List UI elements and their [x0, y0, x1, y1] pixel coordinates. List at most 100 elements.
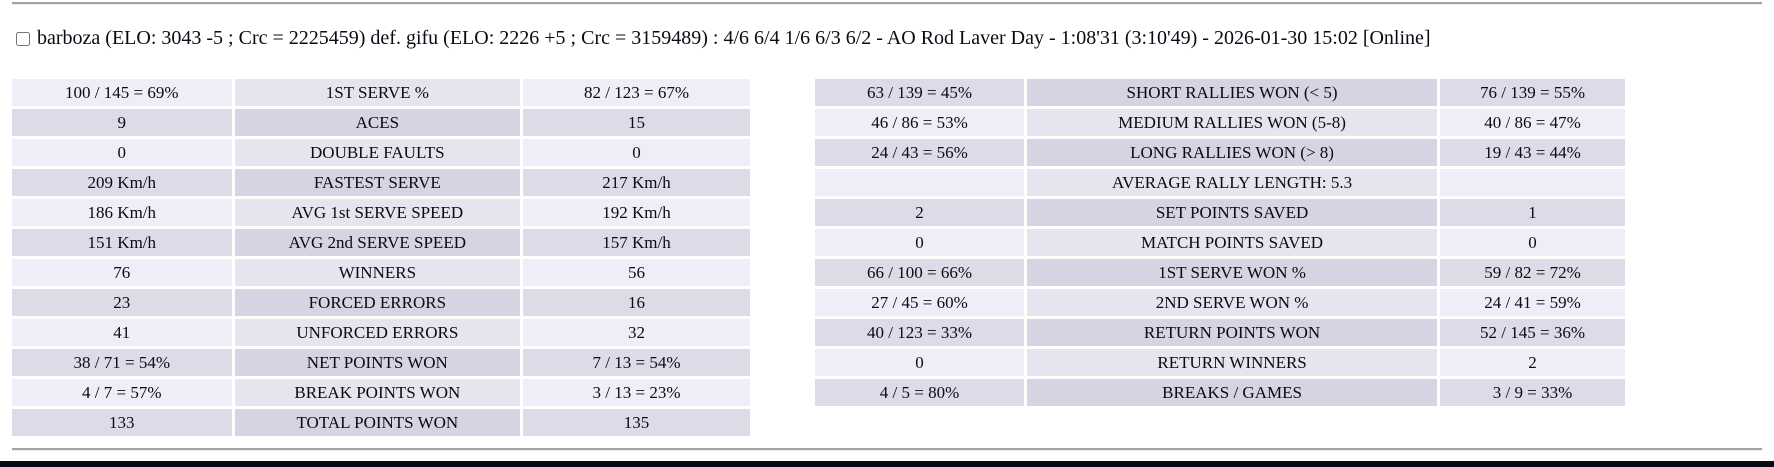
stat-row: AVERAGE RALLY LENGTH: 5.3 [815, 169, 1625, 196]
stat-row: 63 / 139 = 45% SHORT RALLIES WON (< 5) 76 … [815, 79, 1625, 106]
player2-value: 59 / 82 = 72% [1440, 259, 1625, 286]
player2-value: 157 Km/h [523, 229, 750, 256]
player1-value: 151 Km/h [12, 229, 232, 256]
stat-row: 4 / 7 = 57% BREAK POINTS WON 3 / 13 = 23% [12, 379, 750, 406]
stat-row: 23 FORCED ERRORS 16 [12, 289, 750, 316]
stat-label: WINNERS [234, 259, 521, 286]
stat-label: MATCH POINTS SAVED [1027, 229, 1438, 256]
stat-label: SET POINTS SAVED [1027, 199, 1438, 226]
player2-value: 40 / 86 = 47% [1440, 109, 1625, 136]
player2-value: 7 / 13 = 54% [523, 349, 750, 376]
bottom-divider [12, 448, 1762, 451]
stat-label: AVG 2nd SERVE SPEED [234, 229, 521, 256]
player2-value: 15 [523, 109, 750, 136]
player1-value: 133 [12, 409, 232, 436]
player2-value: 0 [1440, 229, 1625, 256]
stat-label: BREAK POINTS WON [234, 379, 521, 406]
stat-label: TOTAL POINTS WON [234, 409, 521, 436]
stat-row: 38 / 71 = 54% NET POINTS WON 7 / 13 = 54% [12, 349, 750, 376]
player2-value: 192 Km/h [523, 199, 750, 226]
player1-value: 9 [12, 109, 232, 136]
stat-label: FORCED ERRORS [234, 289, 521, 316]
stat-row: 40 / 123 = 33% RETURN POINTS WON 52 / 145 … [815, 319, 1625, 346]
stat-row: 66 / 100 = 66% 1ST SERVE WON % 59 / 82 = 7… [815, 259, 1625, 286]
player1-value [815, 169, 1025, 196]
stat-label: ACES [234, 109, 521, 136]
stat-label: AVERAGE RALLY LENGTH: 5.3 [1027, 169, 1438, 196]
player1-value: 4 / 7 = 57% [12, 379, 232, 406]
player1-value: 186 Km/h [12, 199, 232, 226]
player1-value: 23 [12, 289, 232, 316]
stat-label: LONG RALLIES WON (> 8) [1027, 139, 1438, 166]
player1-value: 4 / 5 = 80% [815, 379, 1025, 406]
player1-value: 2 [815, 199, 1025, 226]
player2-value: 3 / 13 = 23% [523, 379, 750, 406]
bottom-bar [0, 461, 1774, 467]
stat-row: 24 / 43 = 56% LONG RALLIES WON (> 8) 19 / … [815, 139, 1625, 166]
stat-label: 1ST SERVE % [234, 79, 521, 106]
stat-row: 209 Km/h FASTEST SERVE 217 Km/h [12, 169, 750, 196]
match-header-row: barboza (ELO: 3043 -5 ; Crc = 2225459) d… [16, 27, 1431, 50]
player1-value: 66 / 100 = 66% [815, 259, 1025, 286]
stat-row: 2 SET POINTS SAVED 1 [815, 199, 1625, 226]
stat-row: 27 / 45 = 60% 2ND SERVE WON % 24 / 41 = 59… [815, 289, 1625, 316]
stat-label: MEDIUM RALLIES WON (5-8) [1027, 109, 1438, 136]
player1-value: 46 / 86 = 53% [815, 109, 1025, 136]
player2-value: 2 [1440, 349, 1625, 376]
stat-label: AVG 1st SERVE SPEED [234, 199, 521, 226]
stat-row: 186 Km/h AVG 1st SERVE SPEED 192 Km/h [12, 199, 750, 226]
player2-value: 56 [523, 259, 750, 286]
player1-value: 0 [12, 139, 232, 166]
stat-label: FASTEST SERVE [234, 169, 521, 196]
player1-value: 40 / 123 = 33% [815, 319, 1025, 346]
player1-value: 0 [815, 229, 1025, 256]
stat-row: 133 TOTAL POINTS WON 135 [12, 409, 750, 436]
player2-value: 0 [523, 139, 750, 166]
player2-value: 82 / 123 = 67% [523, 79, 750, 106]
player2-value: 24 / 41 = 59% [1440, 289, 1625, 316]
player1-value: 41 [12, 319, 232, 346]
stat-row: 0 DOUBLE FAULTS 0 [12, 139, 750, 166]
player1-value: 38 / 71 = 54% [12, 349, 232, 376]
stat-label: RETURN POINTS WON [1027, 319, 1438, 346]
stat-label: UNFORCED ERRORS [234, 319, 521, 346]
stat-row: 4 / 5 = 80% BREAKS / GAMES 3 / 9 = 33% [815, 379, 1625, 406]
player1-value: 209 Km/h [12, 169, 232, 196]
player1-value: 24 / 43 = 56% [815, 139, 1025, 166]
player1-value: 0 [815, 349, 1025, 376]
stat-row: 76 WINNERS 56 [12, 259, 750, 286]
player2-value [1440, 169, 1625, 196]
player1-value: 100 / 145 = 69% [12, 79, 232, 106]
stat-label: BREAKS / GAMES [1027, 379, 1438, 406]
player1-value: 76 [12, 259, 232, 286]
stat-row: 0 MATCH POINTS SAVED 0 [815, 229, 1625, 256]
stat-label: SHORT RALLIES WON (< 5) [1027, 79, 1438, 106]
player2-value: 16 [523, 289, 750, 316]
stat-label: RETURN WINNERS [1027, 349, 1438, 376]
player2-value: 1 [1440, 199, 1625, 226]
stat-label: 2ND SERVE WON % [1027, 289, 1438, 316]
serve-stats-table: 100 / 145 = 69% 1ST SERVE % 82 / 123 = 67%… [9, 76, 753, 439]
stat-row: 9 ACES 15 [12, 109, 750, 136]
stat-label: DOUBLE FAULTS [234, 139, 521, 166]
player1-value: 27 / 45 = 60% [815, 289, 1025, 316]
player2-value: 32 [523, 319, 750, 346]
player2-value: 217 Km/h [523, 169, 750, 196]
stat-row: 0 RETURN WINNERS 2 [815, 349, 1625, 376]
player2-value: 52 / 145 = 36% [1440, 319, 1625, 346]
match-select-checkbox[interactable] [16, 31, 30, 46]
stat-row: 41 UNFORCED ERRORS 32 [12, 319, 750, 346]
player2-value: 3 / 9 = 33% [1440, 379, 1625, 406]
stat-row: 46 / 86 = 53% MEDIUM RALLIES WON (5-8) 40 … [815, 109, 1625, 136]
stat-row: 100 / 145 = 69% 1ST SERVE % 82 / 123 = 67% [12, 79, 750, 106]
player2-value: 76 / 139 = 55% [1440, 79, 1625, 106]
player1-value: 63 / 139 = 45% [815, 79, 1025, 106]
player2-value: 19 / 43 = 44% [1440, 139, 1625, 166]
stat-row: 151 Km/h AVG 2nd SERVE SPEED 157 Km/h [12, 229, 750, 256]
rally-return-stats-table: 63 / 139 = 45% SHORT RALLIES WON (< 5) 76 … [812, 76, 1628, 409]
player2-value: 135 [523, 409, 750, 436]
match-summary: barboza (ELO: 3043 -5 ; Crc = 2225459) d… [37, 27, 1431, 49]
stat-label: NET POINTS WON [234, 349, 521, 376]
stat-label: 1ST SERVE WON % [1027, 259, 1438, 286]
